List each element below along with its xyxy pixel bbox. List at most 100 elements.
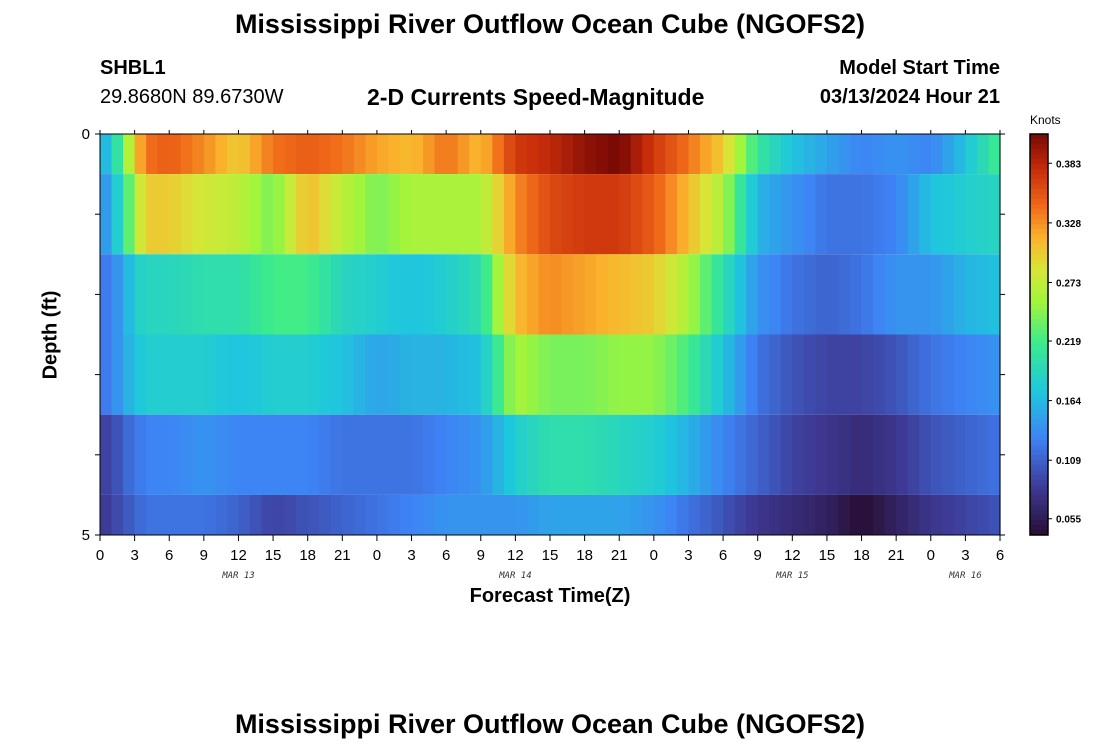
heatmap-cell	[261, 134, 274, 175]
heatmap-cell	[815, 174, 828, 255]
heatmap-cell	[723, 134, 736, 175]
x-axis-ticks: 0 3 6 9 12 15 18 21 0 3 6 9 12 15 18 21 0 3 6 9 12 15 18 21 0 3 6	[96, 130, 1004, 564]
colorbar-segment	[1030, 244, 1048, 250]
heatmap-cell	[284, 174, 297, 255]
colorbar-segment	[1030, 444, 1048, 451]
heatmap-cell	[861, 334, 874, 415]
colorbar-segment	[1030, 269, 1048, 275]
heatmap-cell	[226, 414, 240, 495]
colorbar-segment	[1030, 349, 1048, 356]
heatmap-cell	[250, 334, 263, 415]
heatmap-cell	[353, 414, 366, 495]
heatmap-cell	[296, 174, 309, 255]
heatmap-cell	[803, 494, 816, 535]
heatmap-cell	[988, 494, 1001, 535]
heatmap-cell	[711, 334, 724, 415]
colorbar-segment	[1030, 489, 1048, 496]
heatmap-cell	[746, 134, 759, 175]
heatmap-cell	[642, 494, 655, 535]
heatmap-cell	[838, 414, 851, 495]
heatmap-cell	[434, 414, 447, 495]
heatmap-cell	[353, 134, 366, 175]
colorbar-tick-label: 0.219	[1056, 337, 1081, 348]
heatmap-cell	[723, 414, 736, 495]
heatmap-cell	[711, 174, 724, 255]
heatmap-cell	[769, 414, 782, 495]
heatmap-cell	[469, 134, 482, 175]
heatmap-cell	[526, 494, 540, 535]
heatmap-cell	[365, 174, 378, 255]
heatmap-cell	[896, 134, 909, 175]
heatmap-cell	[330, 334, 343, 415]
heatmap-cell	[180, 134, 193, 175]
heatmap-cell	[884, 254, 897, 335]
heatmap-cell	[342, 134, 355, 175]
heatmap-cells	[100, 134, 1001, 535]
heatmap-cell	[873, 414, 886, 495]
heatmap-cell	[700, 414, 713, 495]
heatmap-cell	[596, 174, 609, 255]
heatmap-cell	[215, 174, 228, 255]
heatmap-cell	[919, 414, 932, 495]
heatmap-cell	[850, 334, 863, 415]
heatmap-cell	[734, 414, 747, 495]
heatmap-cell	[561, 334, 574, 415]
heatmap-cell	[353, 254, 366, 335]
colorbar-segment	[1030, 474, 1048, 481]
heatmap-cell	[446, 254, 459, 335]
heatmap-cell	[307, 494, 320, 535]
date-label: MAR 14	[498, 571, 532, 581]
heatmap-cell	[630, 414, 643, 495]
heatmap-cell	[388, 494, 401, 535]
colorbar-segment	[1030, 149, 1048, 155]
heatmap-cell	[988, 334, 1001, 415]
heatmap-cell	[907, 134, 920, 175]
heatmap-cell	[330, 254, 343, 335]
heatmap-cell	[700, 494, 713, 535]
x-tick-label: 21	[334, 547, 351, 564]
colorbar-segment	[1030, 394, 1048, 401]
heatmap-cell	[215, 334, 228, 415]
heatmap-cell	[803, 174, 816, 255]
heatmap-cell	[584, 334, 597, 415]
x-tick-label: 0	[927, 547, 935, 564]
heatmap-cell	[446, 414, 459, 495]
colorbar-segment	[1030, 214, 1048, 220]
colorbar-segment	[1030, 324, 1048, 330]
colorbar-segment	[1030, 519, 1048, 526]
heatmap-cell	[296, 254, 309, 335]
colorbar-segment	[1030, 379, 1048, 386]
heatmap-cell	[815, 414, 828, 495]
heatmap-cell	[573, 134, 586, 175]
colorbar-segment	[1030, 509, 1048, 516]
heatmap-cell	[146, 334, 159, 415]
heatmap-cell	[273, 334, 286, 415]
heatmap-cell	[630, 334, 643, 415]
heatmap-cell	[123, 414, 136, 495]
heatmap-cell	[330, 134, 343, 175]
heatmap-cell	[146, 494, 159, 535]
heatmap-cell	[526, 174, 540, 255]
x-tick-label: 0	[96, 547, 104, 564]
colorbar-segment	[1030, 369, 1048, 376]
chart-title: Mississippi River Outflow Ocean Cube (NG…	[234, 9, 866, 39]
heatmap-cell	[919, 254, 932, 335]
heatmap-cell	[550, 254, 563, 335]
heatmap-cell	[480, 254, 493, 335]
heatmap-cell	[503, 174, 516, 255]
heatmap-cell	[192, 334, 205, 415]
x-tick-label: 12	[507, 547, 524, 564]
heatmap-cell	[757, 134, 770, 175]
colorbar-segment	[1030, 159, 1048, 165]
heatmap-cell	[734, 334, 747, 415]
heatmap-cell	[769, 494, 782, 535]
heatmap-cell	[388, 254, 401, 335]
heatmap-cell	[896, 414, 909, 495]
heatmap-cell	[342, 174, 355, 255]
colorbar-segment	[1030, 414, 1048, 421]
heatmap-cell	[850, 494, 863, 535]
heatmap-cell	[296, 494, 309, 535]
colorbar-segment	[1030, 179, 1048, 185]
heatmap-cell	[400, 334, 413, 415]
heatmap-cell	[976, 254, 990, 335]
